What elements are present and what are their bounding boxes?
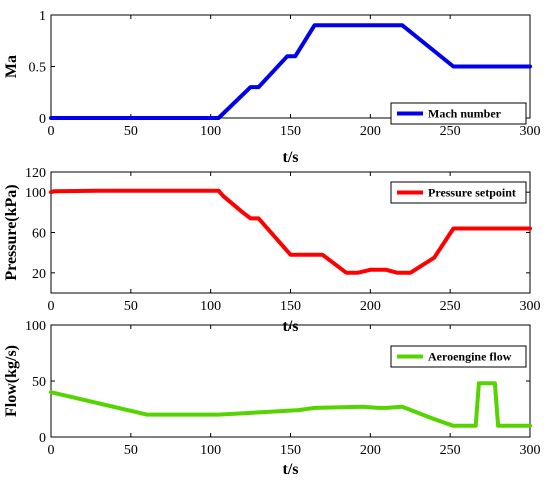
- plot-area-frame: [50, 324, 531, 438]
- chart-panel-3: 0 50 100 150 200 250 300 0 50 100 t/s Flow(kg/s) Aer…: [3, 319, 541, 478]
- legend: Aeroengine flow: [390, 345, 527, 368]
- y-axis-label: Ma: [3, 55, 20, 78]
- y-tick-label: 100: [25, 319, 46, 334]
- legend-label: Mach number: [428, 107, 502, 121]
- y-tick-label: 20: [32, 267, 46, 282]
- legend-box: [390, 102, 527, 125]
- legend-box: [390, 181, 527, 204]
- chart-panel-2: 0 50 100 150 200 250 3002060100120t/sPressure(…: [3, 166, 541, 335]
- x-tick-label: 250: [440, 124, 461, 139]
- x-tick-label: 150: [280, 299, 301, 314]
- x-tick-label: 300: [520, 443, 541, 458]
- x-tick-label: 50: [124, 443, 138, 458]
- x-tick-label: 0: [48, 443, 55, 458]
- legend: Mach number: [390, 102, 527, 125]
- x-tick-label: 200: [360, 299, 381, 314]
- y-tick-label: 0: [39, 431, 46, 446]
- x-tick-label: 250: [440, 299, 461, 314]
- series-line-pressure-setpoint: [49, 188, 532, 275]
- x-tick-label: 0: [48, 124, 55, 139]
- x-tick-label: 100: [200, 124, 221, 139]
- x-tick-label: 50: [124, 124, 138, 139]
- x-axis-label: t/s: [283, 149, 299, 166]
- y-axis-label: Pressure(kPa): [3, 184, 20, 280]
- y-tick-label: 50: [32, 375, 46, 390]
- y-tick-label: 0.5: [29, 61, 47, 76]
- y-axis-label: Flow(kg/s): [3, 345, 20, 417]
- y-tick-label: 1: [39, 9, 46, 24]
- x-tick-label: 150: [280, 443, 301, 458]
- chart-panel-1: 0 50 100 150 200 250 300 0 0.5 1 t/s Ma Mach number: [3, 9, 541, 166]
- y-tick-label: 120: [25, 166, 46, 181]
- y-tick-label: 60: [32, 227, 46, 242]
- legend-label: Aeroengine flow: [428, 350, 512, 364]
- x-tick-label: 50: [124, 299, 138, 314]
- x-tick-label: 0: [48, 299, 55, 314]
- x-tick-label: 100: [200, 443, 221, 458]
- x-tick-label: 300: [520, 124, 541, 139]
- x-axis-label: t/s: [283, 461, 299, 478]
- series-line-mach-number: [49, 23, 532, 120]
- legend: Pressure setpoint: [390, 181, 527, 204]
- legend-label: Pressure setpoint: [428, 186, 516, 200]
- x-tick-label: 200: [360, 124, 381, 139]
- y-tick-label: 100: [25, 186, 46, 201]
- series-line-aeroengine-flow: [49, 381, 532, 428]
- x-tick-label: 100: [200, 299, 221, 314]
- y-tick-label: 0: [39, 112, 46, 127]
- x-tick-label: 150: [280, 124, 301, 139]
- x-tick-label: 250: [440, 443, 461, 458]
- legend-box: [390, 345, 527, 368]
- x-tick-label: 200: [360, 443, 381, 458]
- x-tick-label: 300: [520, 299, 541, 314]
